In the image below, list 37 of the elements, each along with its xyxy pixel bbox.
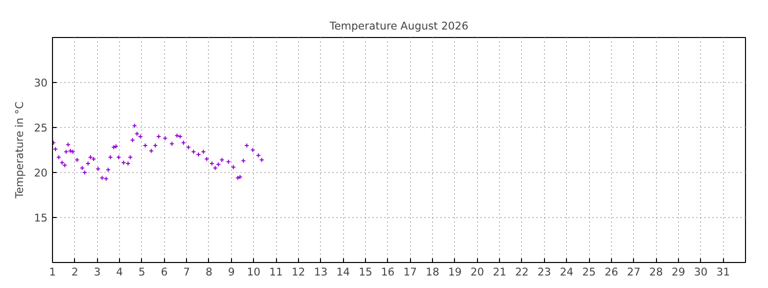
- x-tick-label: 14: [336, 266, 350, 278]
- x-tick-label: 25: [582, 266, 596, 278]
- x-tick-label: 26: [604, 266, 618, 278]
- x-tick-label: 3: [94, 266, 101, 278]
- x-tick-label: 6: [160, 266, 168, 278]
- x-tick-label: 4: [116, 266, 124, 278]
- y-tick-label: 30: [34, 76, 48, 90]
- x-tick-label: 23: [538, 266, 552, 278]
- x-tick-label: 28: [649, 266, 664, 278]
- y-tick-label: 15: [34, 212, 48, 224]
- x-tick-label: 13: [314, 266, 328, 278]
- x-tick-label: 8: [206, 266, 213, 278]
- x-tick-label: 7: [183, 266, 190, 278]
- chart-title: Temperature August 2026: [328, 20, 469, 32]
- x-tick-label: 11: [269, 266, 283, 278]
- x-tick-label: 24: [560, 266, 574, 278]
- y-tick-label: 20: [34, 166, 48, 180]
- x-tick-label: 30: [694, 266, 708, 278]
- x-tick-label: 21: [492, 266, 506, 278]
- x-tick-label: 27: [626, 266, 641, 278]
- x-tick-label: 20: [470, 266, 484, 278]
- x-tick-label: 19: [448, 266, 462, 278]
- y-axis-title: Temperature in °C: [12, 102, 26, 200]
- x-tick-label: 29: [672, 266, 686, 278]
- y-tick-label: 25: [34, 122, 48, 134]
- x-tick-label: 1: [49, 266, 56, 278]
- x-tick-label: 18: [426, 266, 440, 278]
- x-tick-label: 9: [228, 266, 235, 278]
- x-tick-label: 5: [138, 266, 146, 278]
- x-tick-label: 15: [358, 266, 372, 278]
- x-tick-label: 10: [246, 266, 261, 278]
- x-tick-label: 17: [403, 266, 417, 278]
- x-tick-label: 12: [292, 266, 306, 278]
- x-tick-label: 16: [381, 266, 395, 278]
- x-tick-label: 31: [716, 266, 730, 278]
- x-tick-label: 2: [71, 266, 78, 278]
- x-tick-label: 22: [515, 266, 529, 278]
